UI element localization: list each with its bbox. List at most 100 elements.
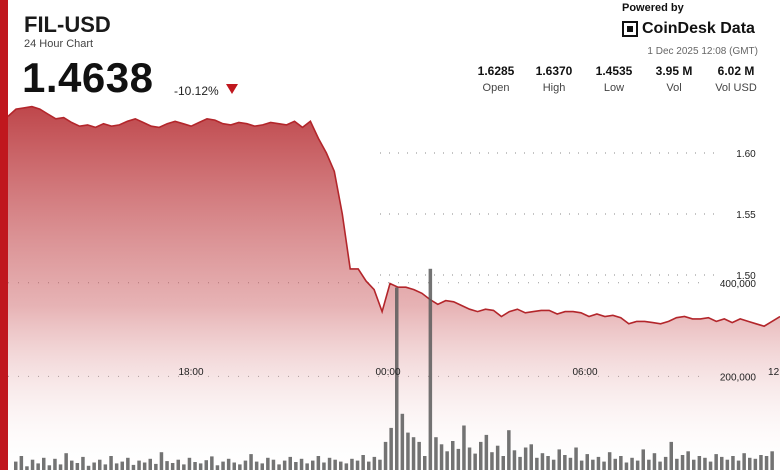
volume-bar <box>367 461 371 470</box>
volume-bar <box>619 456 623 470</box>
volume-bar <box>14 461 18 470</box>
volume-bar <box>456 448 461 470</box>
volume-bar <box>98 459 102 470</box>
stat-value: 1.4535 <box>595 64 633 78</box>
volume-bar <box>748 457 752 470</box>
volume-bar <box>142 462 147 470</box>
stat-open: 1.6285 Open <box>470 64 522 94</box>
volume-bar <box>512 450 517 470</box>
volume-bar <box>574 447 578 470</box>
volume-bar <box>607 452 612 470</box>
powered-by-label: Powered by <box>622 2 684 14</box>
volume-bar <box>501 456 505 470</box>
volume-bar <box>311 460 315 470</box>
volume-bar <box>641 449 645 470</box>
stat-label: Low <box>603 82 625 94</box>
volume-bar <box>473 453 477 470</box>
volume-bar <box>75 463 80 470</box>
coindesk-logo-icon <box>622 21 638 37</box>
volume-bar <box>350 458 354 470</box>
volume-bar <box>137 460 141 470</box>
volume-axis-label: 200,000 <box>720 372 757 383</box>
volume-bar <box>725 459 730 470</box>
volume-bar <box>714 454 718 470</box>
volume-bar <box>42 457 46 470</box>
volume-bar <box>720 456 724 470</box>
volume-bar <box>428 268 433 470</box>
volume-bar <box>288 456 292 470</box>
volume-bar <box>19 456 24 470</box>
volume-bar <box>467 447 472 470</box>
stat-vol: 3.95 M Vol <box>642 64 706 94</box>
volume-bar <box>271 459 276 470</box>
volume-bar <box>434 437 438 470</box>
volume-bar <box>254 461 259 470</box>
volume-bar <box>462 425 466 470</box>
volume-bar <box>182 464 186 470</box>
volume-bar <box>764 456 769 470</box>
volume-axis-label: 400,000 <box>720 279 757 290</box>
volume-bar <box>327 457 332 470</box>
stats-panel: 1.6285 Open 1.6370 High 1.4535 Low 3.95 … <box>470 64 766 94</box>
volume-bar <box>148 458 152 470</box>
volume-bar <box>126 457 130 470</box>
stat-vol-usd: 6.02 M Vol USD <box>706 64 766 94</box>
volume-bar <box>770 451 774 470</box>
current-price: 1.4638 <box>22 54 154 101</box>
volume-bar <box>663 456 668 470</box>
volume-bar <box>579 460 584 470</box>
volume-bar <box>647 459 651 470</box>
volume-bar <box>305 463 309 470</box>
volume-bar <box>193 462 197 470</box>
volume-bar <box>507 430 511 470</box>
volume-bar <box>445 451 449 470</box>
volume-bar <box>490 452 494 470</box>
x-tick-label: 18:00 <box>178 367 203 378</box>
volume-bar <box>355 460 360 470</box>
volume-bar <box>316 456 321 470</box>
volume-bar <box>154 463 158 470</box>
volume-bar <box>423 456 427 470</box>
volume-bar <box>697 456 702 470</box>
volume-bar <box>675 458 679 470</box>
volume-bar <box>109 456 113 470</box>
volume-bar <box>159 452 164 470</box>
price-line <box>7 105 780 328</box>
volume-bar <box>411 437 416 470</box>
volume-bar <box>86 465 91 470</box>
volume-bar <box>114 463 119 470</box>
volume-bar <box>753 458 758 470</box>
volume-bar <box>759 455 763 470</box>
volume-bar <box>165 461 169 470</box>
volume-bar <box>406 432 410 470</box>
volume-bar <box>361 455 365 470</box>
volume-bar <box>299 458 304 470</box>
volume-bar <box>439 444 444 470</box>
volume-bar <box>176 459 180 470</box>
volume-bar <box>669 441 673 470</box>
volume-bar <box>210 456 214 470</box>
volume-bar <box>64 453 68 470</box>
stat-value: 1.6370 <box>535 64 573 78</box>
volume-bar <box>585 454 589 470</box>
stat-value: 6.02 M <box>717 64 755 78</box>
volume-bar <box>523 447 528 470</box>
volume-bar <box>742 453 746 470</box>
volume-bar <box>226 458 231 470</box>
y-tick-label: 1.50 <box>736 271 756 282</box>
volume-bar <box>339 461 343 470</box>
volume-bar <box>36 463 40 470</box>
volume-bar <box>243 460 248 470</box>
volume-bar <box>417 441 421 470</box>
chart-subtitle: 24 Hour Chart <box>24 38 94 50</box>
volume-bar <box>383 441 388 470</box>
volume-bar <box>238 464 242 470</box>
brand-name: CoinDesk Data <box>642 20 755 37</box>
volume-bar <box>540 453 545 470</box>
volume-bar <box>680 455 685 470</box>
volume-bar <box>652 453 657 470</box>
volume-bar <box>30 459 35 470</box>
volume-bar <box>198 463 203 470</box>
volume-bar <box>400 413 405 470</box>
timestamp: 1 Dec 2025 12:08 (GMT) <box>647 46 758 57</box>
